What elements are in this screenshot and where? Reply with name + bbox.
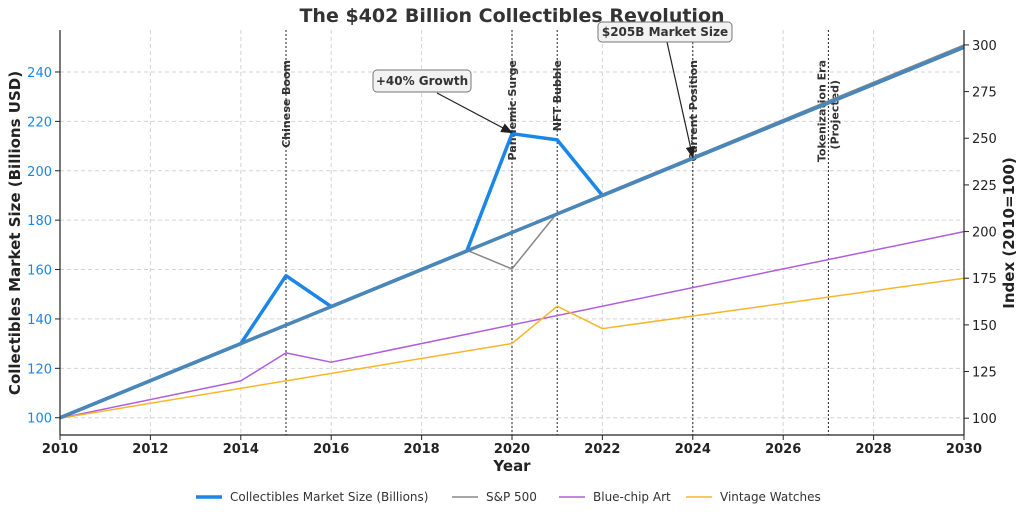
x-tick-label: 2010	[42, 442, 78, 457]
y-left-tick-label: 240	[27, 66, 52, 81]
annotation-box	[597, 21, 733, 43]
y-right-tick-label: 275	[972, 86, 997, 101]
x-tick-label: 2024	[675, 442, 711, 457]
annotation-arrow	[436, 92, 514, 134]
x-tick-label: 2012	[132, 442, 168, 457]
y-right-tick-label: 100	[972, 412, 997, 427]
y-left-tick-label: 140	[27, 313, 52, 328]
series-line-vintage-watches	[59, 277, 965, 419]
annotation-text: +40% Growth	[376, 74, 468, 88]
right-axis-title: Index (2010=100)	[1000, 157, 1018, 308]
legend: Collectibles Market Size (Billions) S&P 5…	[196, 490, 821, 504]
y-left-tick-label: 180	[27, 214, 52, 229]
left-axis-title: Collectibles Market Size (Billions USD)	[6, 71, 24, 395]
legend-entry: Vintage Watches	[720, 490, 821, 504]
x-tick-label: 2022	[584, 442, 620, 457]
trend-line	[59, 45, 965, 420]
y-right-tick-label: 250	[972, 132, 997, 147]
axes: 2010 2012 2014 2016 2018 2020 2022 2024 2026 2028…	[27, 30, 997, 457]
y-left-tick-label: 220	[27, 115, 52, 130]
x-tick-label: 2026	[765, 442, 801, 457]
event-label: Current Position	[687, 60, 700, 162]
annotations: +40% Growth $205B Market Size	[372, 21, 733, 159]
series-lines	[59, 44, 965, 420]
y-right-tick-label: 225	[972, 179, 997, 194]
legend-entry: Blue-chip Art	[593, 490, 671, 504]
annotation-text: $205B Market Size	[602, 25, 728, 39]
event-label: Chinese Boom	[280, 60, 293, 148]
x-tick-label: 2018	[404, 442, 440, 457]
y-left-tick-label: 160	[27, 264, 52, 279]
x-tick-label: 2016	[313, 442, 349, 457]
y-left-tick-label: 100	[27, 412, 52, 427]
y-left-tick-label: 120	[27, 362, 52, 377]
event-label-sub: (Projected)	[828, 80, 841, 149]
legend-entry: Collectibles Market Size (Billions)	[230, 490, 428, 504]
x-tick-label: 2028	[856, 442, 892, 457]
annotation-arrow	[666, 41, 696, 159]
annotation-box	[372, 69, 472, 93]
y-right-tick-label: 200	[972, 226, 997, 241]
y-left-tick-label: 200	[27, 165, 52, 180]
x-tick-label: 2014	[223, 442, 259, 457]
y-right-tick-label: 125	[972, 366, 997, 381]
x-tick-label: 2030	[946, 442, 982, 457]
event-label: NFT Bubble	[551, 60, 564, 131]
y-right-tick-label: 175	[972, 272, 997, 287]
legend-entry: S&P 500	[486, 490, 537, 504]
x-tick-label: 2020	[494, 442, 530, 457]
event-markers: Chinese Boom Pandemic Surge NFT Bubble Curr…	[280, 30, 841, 435]
x-axis-title: Year	[492, 457, 531, 475]
y-right-tick-label: 150	[972, 319, 997, 334]
y-right-tick-label: 300	[972, 39, 997, 54]
event-label: Tokenization Era	[815, 60, 828, 162]
